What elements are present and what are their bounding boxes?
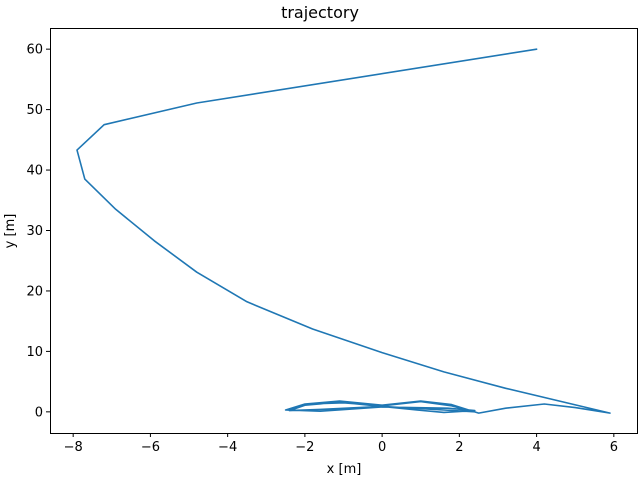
y-tick-label: 30 bbox=[26, 224, 43, 239]
axes-frame bbox=[50, 28, 638, 434]
y-axis-label: y [m] bbox=[3, 214, 18, 249]
x-tick-label: −8 bbox=[64, 440, 83, 455]
y-tick-label: 60 bbox=[26, 43, 43, 58]
y-tick-label: 10 bbox=[26, 345, 43, 360]
y-tick-label: 20 bbox=[26, 284, 43, 299]
x-tick-label: 2 bbox=[455, 440, 463, 455]
x-axis-label: x [m] bbox=[327, 462, 362, 477]
y-tick-label: 40 bbox=[26, 164, 43, 179]
chart-title: trajectory bbox=[281, 3, 359, 22]
y-tick-label: 50 bbox=[26, 103, 43, 118]
x-tick-label: 4 bbox=[532, 440, 540, 455]
x-tick-label: −4 bbox=[218, 440, 237, 455]
trajectory-line bbox=[76, 48, 611, 414]
x-tick-label: 6 bbox=[610, 440, 618, 455]
plot-series bbox=[76, 48, 611, 414]
y-tick-label: 0 bbox=[35, 405, 43, 420]
x-tick-label: 0 bbox=[378, 440, 386, 455]
x-tick-label: −6 bbox=[141, 440, 160, 455]
x-tick-label: −2 bbox=[295, 440, 314, 455]
